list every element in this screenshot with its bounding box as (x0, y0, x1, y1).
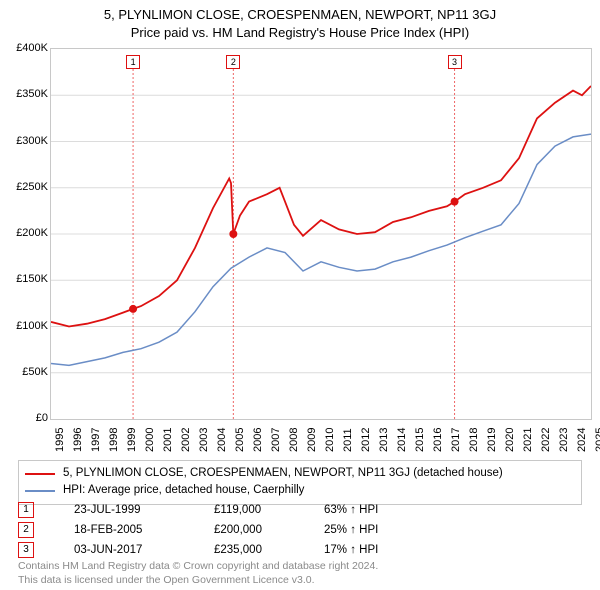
x-tick-label: 2002 (180, 428, 192, 452)
marker-price-2: £235,000 (214, 544, 324, 556)
y-tick-label: £300K (16, 135, 48, 147)
x-tick-label: 1995 (54, 428, 66, 452)
x-tick-label: 2004 (216, 428, 228, 452)
legend-label-0: 5, PLYNLIMON CLOSE, CROESPENMAEN, NEWPOR… (63, 465, 503, 482)
legend-swatch-1 (25, 490, 55, 492)
x-tick-label: 2006 (252, 428, 264, 452)
marker-date-0: 23-JUL-1999 (74, 504, 214, 516)
marker-date-2: 03-JUN-2017 (74, 544, 214, 556)
marker-pct-0: 63% ↑ HPI (324, 504, 434, 516)
marker-table: 1 23-JUL-1999 £119,000 63% ↑ HPI 2 18-FE… (18, 500, 434, 560)
x-tick-label: 2010 (324, 428, 336, 452)
title-line-2: Price paid vs. HM Land Registry's House … (0, 24, 600, 42)
x-tick-label: 2020 (504, 428, 516, 452)
y-tick-label: £50K (22, 366, 48, 378)
x-tick-label: 2025 (594, 428, 600, 452)
legend-swatch-0 (25, 473, 55, 475)
y-tick-label: £400K (16, 42, 48, 54)
x-tick-label: 2024 (576, 428, 588, 452)
chart-marker-badge: 3 (448, 55, 462, 69)
x-tick-label: 2021 (522, 428, 534, 452)
x-tick-label: 1996 (72, 428, 84, 452)
x-tick-label: 1997 (90, 428, 102, 452)
y-tick-label: £0 (36, 412, 48, 424)
x-tick-label: 2003 (198, 428, 210, 452)
marker-pct-2: 17% ↑ HPI (324, 544, 434, 556)
marker-row-2: 3 03-JUN-2017 £235,000 17% ↑ HPI (18, 540, 434, 560)
y-tick-label: £200K (16, 227, 48, 239)
title-line-1: 5, PLYNLIMON CLOSE, CROESPENMAEN, NEWPOR… (0, 6, 600, 24)
x-tick-label: 2007 (270, 428, 282, 452)
y-tick-label: £350K (16, 88, 48, 100)
marker-pct-1: 25% ↑ HPI (324, 524, 434, 536)
chart-container: 5, PLYNLIMON CLOSE, CROESPENMAEN, NEWPOR… (0, 0, 600, 590)
chart-plot-area: 1 2 3 (50, 48, 592, 420)
x-tick-label: 2015 (414, 428, 426, 452)
marker-price-1: £200,000 (214, 524, 324, 536)
chart-marker-badge: 2 (226, 55, 240, 69)
x-tick-label: 2005 (234, 428, 246, 452)
x-tick-label: 2023 (558, 428, 570, 452)
marker-row-1: 2 18-FEB-2005 £200,000 25% ↑ HPI (18, 520, 434, 540)
x-tick-label: 2011 (342, 428, 354, 452)
x-tick-label: 2000 (144, 428, 156, 452)
x-tick-label: 2022 (540, 428, 552, 452)
x-tick-label: 2019 (486, 428, 498, 452)
legend-item-1: HPI: Average price, detached house, Caer… (25, 482, 575, 499)
x-tick-label: 2008 (288, 428, 300, 452)
x-tick-label: 1999 (126, 428, 138, 452)
marker-badge-0: 1 (18, 502, 34, 518)
marker-date-1: 18-FEB-2005 (74, 524, 214, 536)
x-tick-label: 2014 (396, 428, 408, 452)
marker-badge-2: 3 (18, 542, 34, 558)
marker-price-0: £119,000 (214, 504, 324, 516)
x-tick-label: 2017 (450, 428, 462, 452)
x-tick-label: 2001 (162, 428, 174, 452)
chart-marker-badge: 1 (126, 55, 140, 69)
x-tick-label: 2009 (306, 428, 318, 452)
chart-svg (51, 49, 591, 419)
attribution: Contains HM Land Registry data © Crown c… (18, 560, 378, 587)
x-tick-label: 2012 (360, 428, 372, 452)
marker-badge-1: 2 (18, 522, 34, 538)
attribution-line-2: This data is licensed under the Open Gov… (18, 574, 378, 588)
marker-row-0: 1 23-JUL-1999 £119,000 63% ↑ HPI (18, 500, 434, 520)
legend-label-1: HPI: Average price, detached house, Caer… (63, 482, 304, 499)
y-tick-label: £100K (16, 320, 48, 332)
x-tick-label: 2016 (432, 428, 444, 452)
title-block: 5, PLYNLIMON CLOSE, CROESPENMAEN, NEWPOR… (0, 0, 600, 42)
y-tick-label: £150K (16, 273, 48, 285)
attribution-line-1: Contains HM Land Registry data © Crown c… (18, 560, 378, 574)
y-tick-label: £250K (16, 181, 48, 193)
x-tick-label: 2013 (378, 428, 390, 452)
legend: 5, PLYNLIMON CLOSE, CROESPENMAEN, NEWPOR… (18, 460, 582, 505)
x-tick-label: 1998 (108, 428, 120, 452)
legend-item-0: 5, PLYNLIMON CLOSE, CROESPENMAEN, NEWPOR… (25, 465, 575, 482)
x-tick-label: 2018 (468, 428, 480, 452)
